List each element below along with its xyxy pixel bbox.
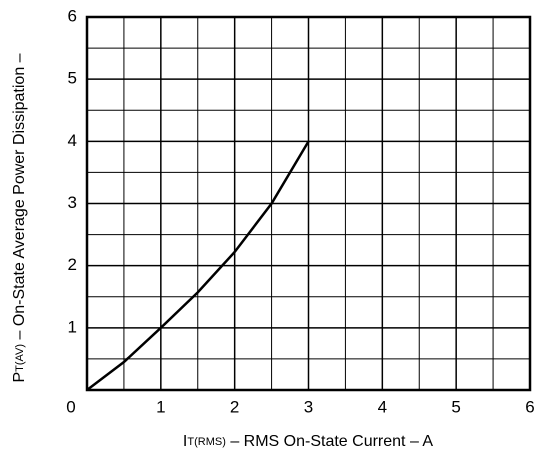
x-label-sub: T(RMS) [187,436,226,448]
y-tick-label: 3 [68,193,77,212]
curve [86,140,310,391]
x-tick-label: 0 [66,397,75,416]
x-tick-label: 2 [230,397,239,416]
x-label-main: I [183,433,187,450]
x-tick-label: 6 [525,397,534,416]
x-axis-label: IT(RMS) – RMS On-State Current – A [183,433,433,450]
y-label-sub: T(AV) [14,344,26,372]
y-label-main: P [11,372,28,383]
y-tick-label: 4 [68,131,77,150]
y-tick-label: 2 [68,255,77,274]
x-tick-label: 3 [304,397,313,416]
plot-frame [85,15,532,392]
x-label-rest: – RMS On-State Current – A [226,433,434,450]
x-tick-label: 1 [156,397,165,416]
y-axis-label: PT(AV) – On-State Average Power Dissipat… [11,53,28,382]
x-tick-label: 5 [451,397,460,416]
y-label-rest: – On-State Average Power Dissipation – [11,53,28,344]
y-tick-label: 5 [68,69,77,88]
x-tick-label: 4 [378,397,387,416]
y-tick-label: 1 [68,317,77,336]
y-tick-label: 6 [68,6,77,25]
